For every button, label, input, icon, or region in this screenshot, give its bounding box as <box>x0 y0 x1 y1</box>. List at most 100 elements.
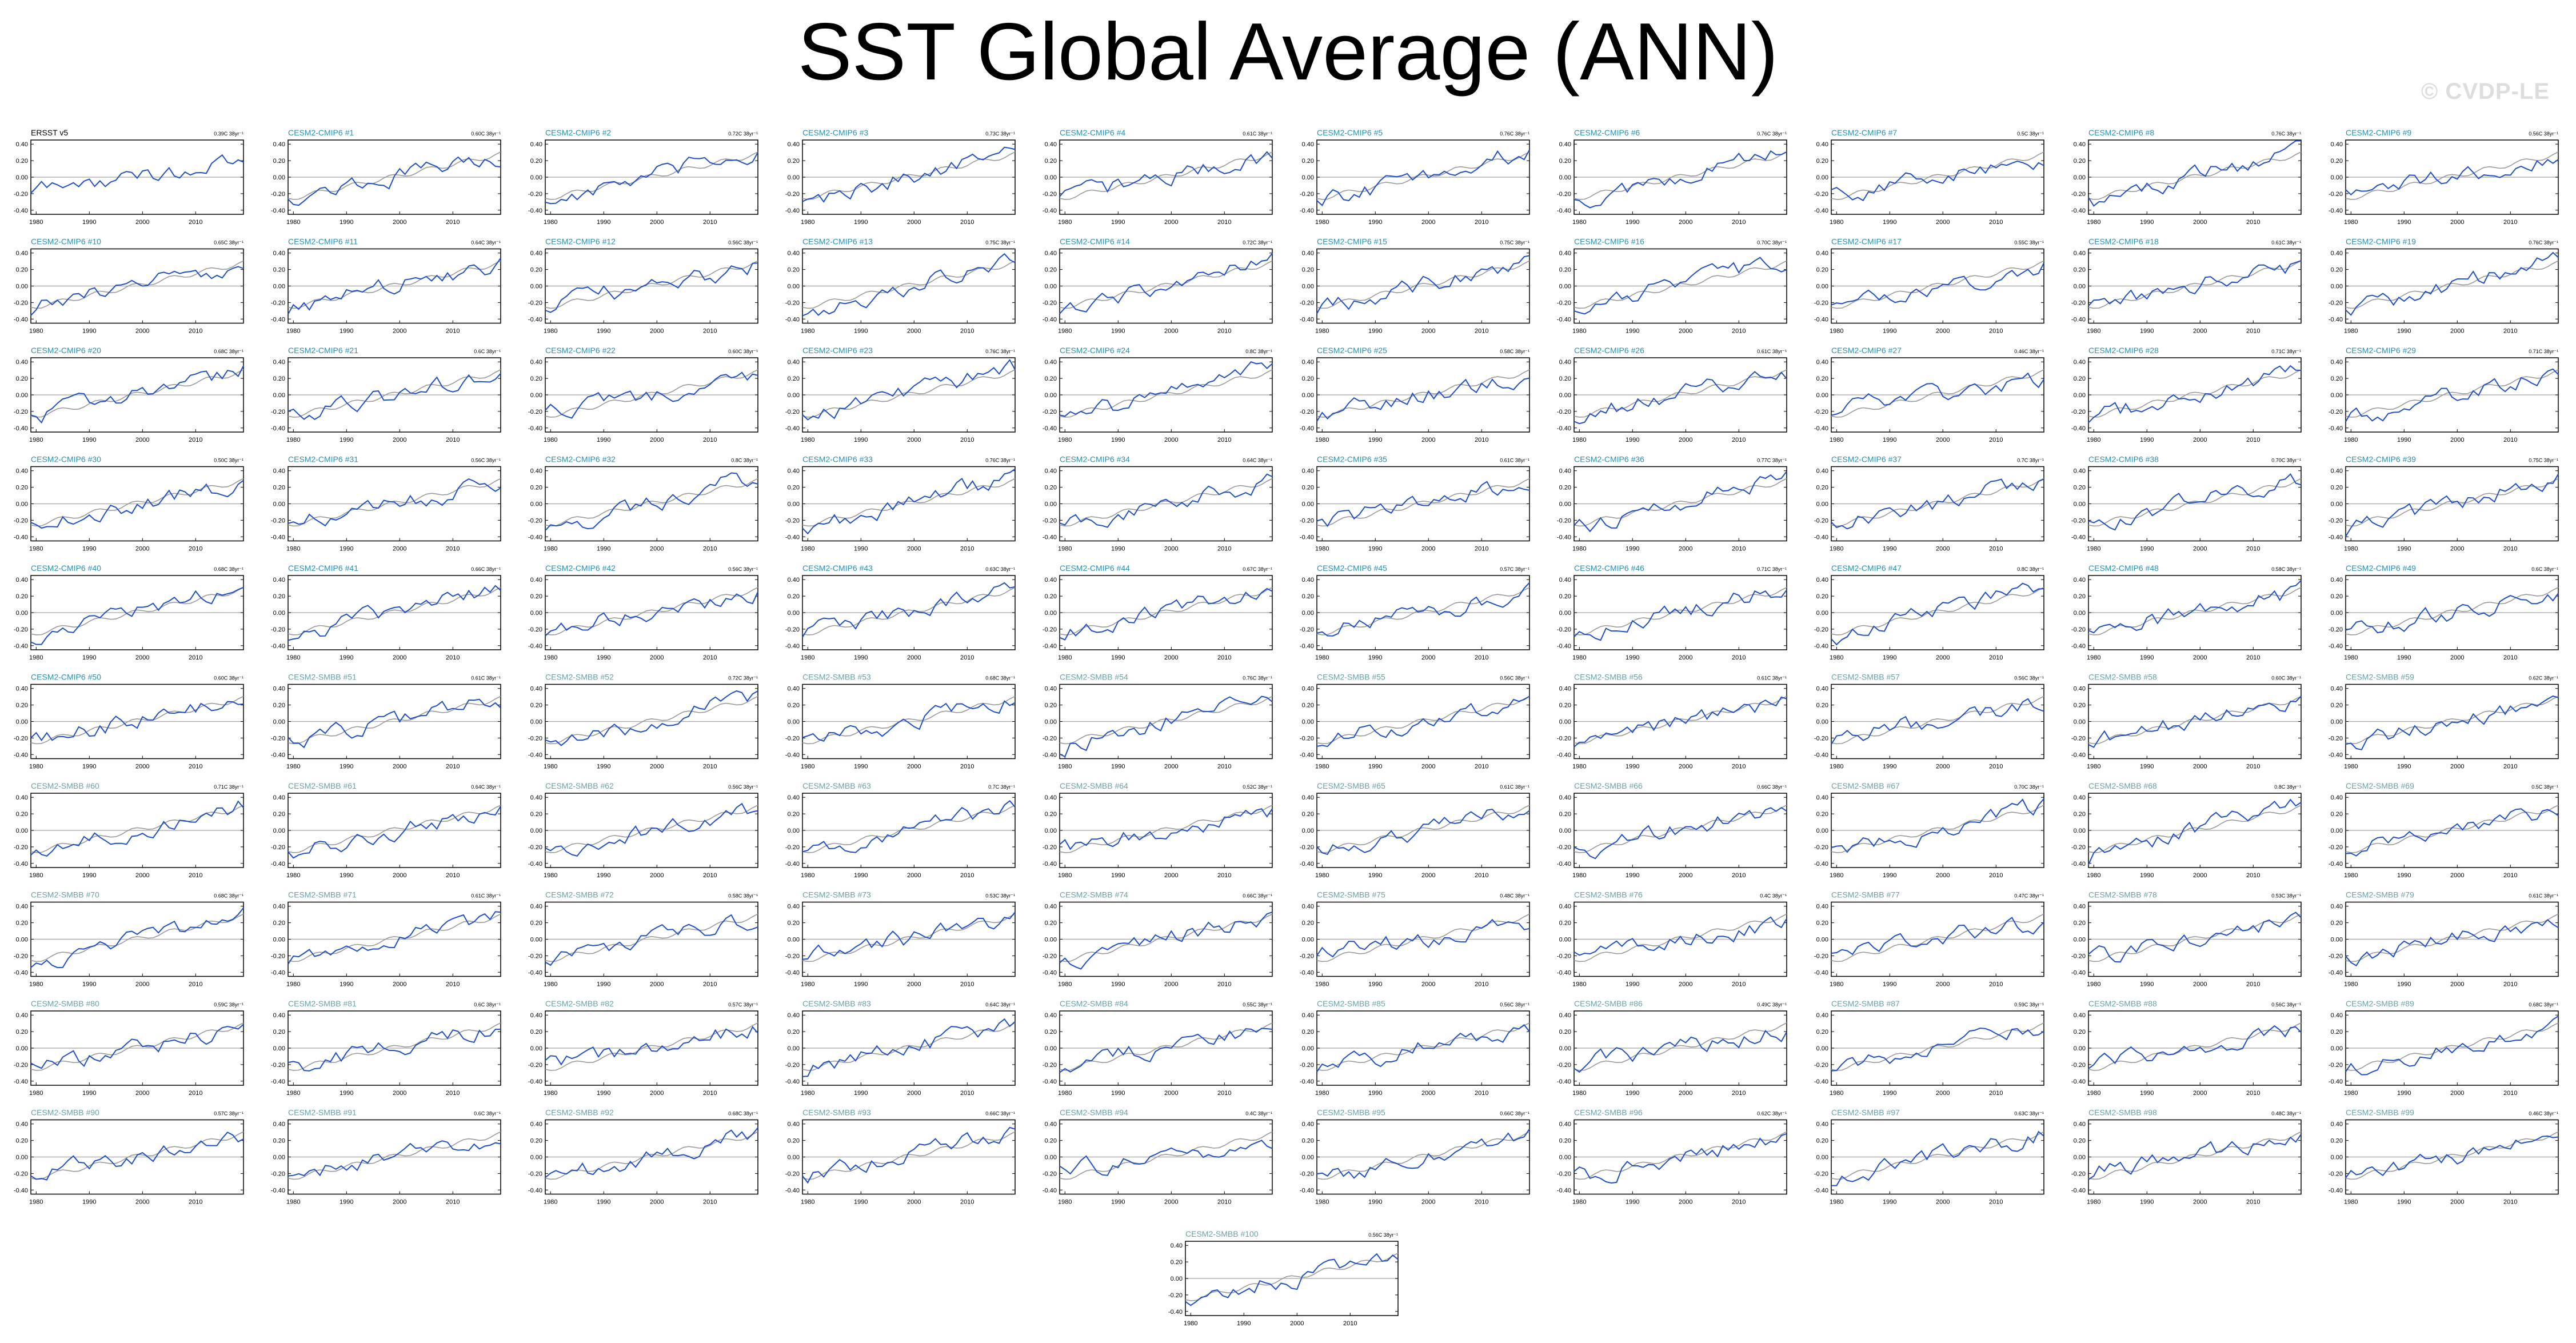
x-tick-label: 1980 <box>1315 764 1329 770</box>
chart-panel: CESM2-SMBB #80 0.59C 38yr⁻¹ -0.40 -0.20 0.00… <box>14 999 244 1097</box>
y-tick-label: -0.20 <box>528 191 542 198</box>
y-tick-label: 0.00 <box>16 174 28 181</box>
y-tick-label: 0.40 <box>1559 904 1571 910</box>
y-tick-label: 0.20 <box>1045 593 1057 600</box>
y-tick-label: -0.20 <box>271 735 285 742</box>
x-tick-label: 2000 <box>1936 654 1950 661</box>
ensemble-mean-line <box>545 1022 758 1071</box>
x-tick-label: 1980 <box>29 219 43 226</box>
panel-trend-label: 0.8C 38yr⁻¹ <box>731 458 758 463</box>
series-line <box>802 359 1016 421</box>
y-tick-label: 0.20 <box>2074 811 2086 818</box>
series-line <box>1316 696 1530 748</box>
y-tick-label: -0.20 <box>271 517 285 524</box>
y-tick-label: -0.40 <box>1814 316 1828 323</box>
x-tick-label: 2010 <box>189 328 202 335</box>
y-tick-label: 0.20 <box>2331 267 2343 274</box>
panel-trend-label: 0.61C 38yr⁻¹ <box>2529 893 2558 899</box>
panel-label: CESM2-SMBB #68 <box>2088 781 2157 790</box>
x-tick-label: 2010 <box>446 981 460 988</box>
series-line <box>30 1024 244 1069</box>
series-line <box>1059 361 1273 417</box>
panel-trend-label: 0.60C 38yr⁻¹ <box>471 131 501 137</box>
x-tick-label: 1980 <box>1315 1090 1329 1097</box>
y-tick-label: 0.00 <box>16 610 28 617</box>
y-tick-label: 0.40 <box>273 468 285 475</box>
panel-label: CESM2-SMBB #98 <box>2088 1108 2157 1117</box>
panel-label: CESM2-CMIP6 #11 <box>288 237 358 246</box>
panel-trend-label: 0.46C 38yr⁻¹ <box>2014 349 2044 354</box>
x-tick-label: 2000 <box>2450 764 2464 770</box>
panel-trend-label: 0.66C 38yr⁻¹ <box>1243 893 1272 899</box>
chart-panel: CESM2-SMBB #87 0.59C 38yr⁻¹ -0.40 -0.20 0.00… <box>1814 999 2044 1097</box>
x-tick-label: 2000 <box>135 1199 149 1206</box>
y-tick-label: 0.40 <box>2074 904 2086 910</box>
ensemble-mean-line <box>2345 151 2559 200</box>
chart-panel: CESM2-SMBB #86 0.49C 38yr⁻¹ -0.40 -0.20 0.00… <box>1557 999 1787 1097</box>
y-tick-label: 0.00 <box>530 828 542 834</box>
panel-trend-label: 0.60C 38yr⁻¹ <box>214 676 243 681</box>
ensemble-mean-line <box>1316 478 1530 527</box>
x-tick-label: 1990 <box>2140 1199 2154 1206</box>
x-tick-label: 2000 <box>650 981 664 988</box>
ensemble-mean-line <box>2088 1022 2302 1071</box>
y-tick-label: -0.40 <box>528 643 542 650</box>
panel-label: CESM2-SMBB #63 <box>802 781 871 790</box>
ensemble-mean-line <box>1831 369 2044 418</box>
series-line <box>1059 1028 1273 1073</box>
ensemble-mean-line <box>545 260 758 309</box>
chart-panel: CESM2-CMIP6 #10 0.65C 38yr⁻¹ -0.40 -0.20 0.0… <box>14 237 244 335</box>
panel-trend-label: 0.60C 38yr⁻¹ <box>728 349 758 354</box>
x-tick-label: 1990 <box>1368 764 1382 770</box>
y-tick-label: 0.40 <box>273 577 285 583</box>
y-tick-label: -0.20 <box>2329 953 2343 960</box>
series-line <box>545 802 758 857</box>
y-tick-label: -0.40 <box>1300 425 1314 432</box>
x-tick-label: 1980 <box>2344 764 2358 770</box>
y-tick-label: 0.20 <box>16 593 28 600</box>
x-tick-label: 2000 <box>2193 764 2207 770</box>
chart-panel: CESM2-SMBB #89 0.68C 38yr⁻¹ -0.40 -0.20 0.00… <box>2329 999 2559 1097</box>
y-tick-label: 0.40 <box>788 1121 800 1128</box>
y-tick-label: 0.00 <box>2331 719 2343 726</box>
y-tick-label: 0.00 <box>16 1045 28 1052</box>
x-tick-label: 2010 <box>189 764 202 770</box>
x-tick-label: 1980 <box>2344 1199 2358 1206</box>
panel-trend-label: 0.4C 38yr⁻¹ <box>1245 1111 1272 1117</box>
y-tick-label: -0.20 <box>1043 517 1057 524</box>
x-tick-label: 2000 <box>1421 872 1435 879</box>
x-tick-label: 1980 <box>2344 219 2358 226</box>
series-line <box>30 365 244 424</box>
y-tick-label: 0.20 <box>273 593 285 600</box>
panel-trend-label: 0.8C 38yr⁻¹ <box>2017 566 2044 572</box>
panel-label: CESM2-CMIP6 #34 <box>1060 455 1130 464</box>
series-line <box>1059 808 1273 850</box>
ensemble-mean-line <box>30 587 244 635</box>
ensemble-mean-line <box>1316 1022 1530 1071</box>
y-tick-label: 0.00 <box>1045 392 1057 399</box>
y-tick-label: 0.20 <box>2074 920 2086 927</box>
y-tick-label: -0.40 <box>1300 1187 1314 1194</box>
y-tick-label: 0.20 <box>2074 158 2086 165</box>
panel-trend-label: 0.68C 38yr⁻¹ <box>214 349 243 354</box>
series-line <box>1831 1130 2044 1186</box>
x-tick-label: 1980 <box>801 437 814 443</box>
y-tick-label: 0.00 <box>1816 1045 1828 1052</box>
y-tick-label: 0.00 <box>788 719 800 726</box>
page-title: SST Global Average (ANN) <box>797 6 1779 97</box>
series-line <box>1059 473 1273 528</box>
y-tick-label: -0.20 <box>1043 191 1057 198</box>
x-tick-label: 1990 <box>2140 437 2154 443</box>
chart-panel: CESM2-CMIP6 #20 0.68C 38yr⁻¹ -0.40 -0.20 0.0… <box>14 346 244 443</box>
y-tick-label: 0.40 <box>788 577 800 583</box>
x-tick-label: 2010 <box>2246 1090 2260 1097</box>
y-tick-label: 0.00 <box>1816 937 1828 944</box>
x-tick-label: 1980 <box>286 328 300 335</box>
x-tick-label: 1990 <box>1111 1090 1125 1097</box>
series-line <box>287 373 501 420</box>
x-tick-label: 1990 <box>1626 1090 1639 1097</box>
ensemble-mean-line <box>1831 587 2044 635</box>
x-tick-label: 1980 <box>286 872 300 879</box>
y-tick-label: 0.40 <box>2331 904 2343 910</box>
panel-trend-label: 0.55C 38yr⁻¹ <box>1243 1002 1272 1008</box>
